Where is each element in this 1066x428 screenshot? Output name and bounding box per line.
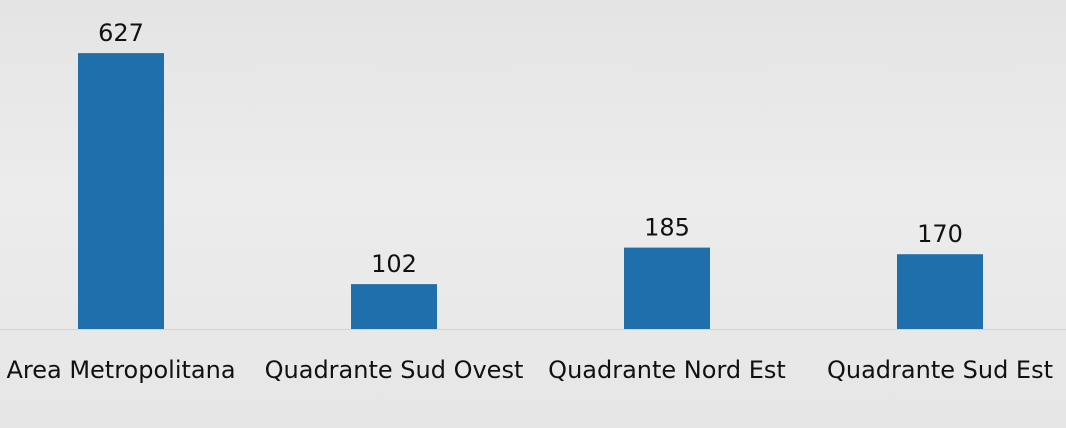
- data-label: 627: [98, 19, 144, 47]
- x-tick-label: Quadrante Sud Ovest: [264, 356, 524, 384]
- bar: [624, 247, 710, 329]
- x-tick-label: Area Metropolitana: [6, 356, 236, 384]
- bar: [897, 254, 983, 329]
- data-label: 102: [371, 250, 417, 278]
- x-tick-label: Quadrante Sud Est: [826, 356, 1054, 384]
- data-label: 185: [644, 214, 690, 242]
- bar: [351, 284, 437, 329]
- data-label: 170: [917, 220, 963, 248]
- bar: [78, 53, 164, 330]
- x-tick-label: Quadrante Nord Est: [548, 356, 786, 384]
